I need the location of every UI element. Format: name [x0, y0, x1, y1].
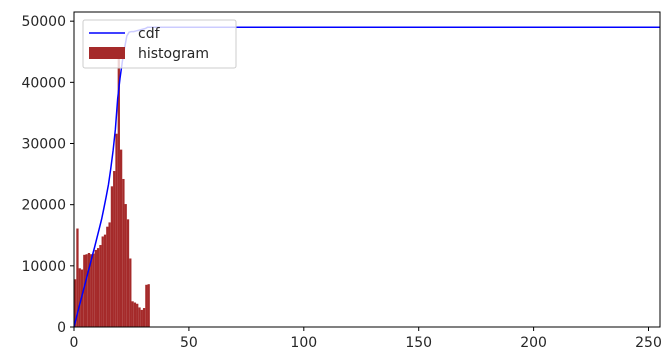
histogram-bar [83, 254, 86, 327]
histogram-bar [133, 302, 137, 327]
histogram-bar [92, 253, 95, 327]
x-tick-label: 150 [405, 335, 432, 351]
histogram-bar [145, 284, 148, 327]
plot-frame [73, 11, 661, 328]
x-axis: 0 50 100 150 200 250 [70, 327, 662, 351]
histogram-bar [106, 226, 109, 327]
y-tick-label: 40000 [21, 75, 66, 91]
legend: cdf histogram [82, 19, 237, 69]
x-tick-label: 250 [635, 335, 662, 351]
histogram-bar [99, 245, 102, 327]
histogram-bar [94, 249, 97, 327]
y-tick-label: 0 [57, 320, 66, 336]
histogram-bar [147, 284, 150, 327]
histogram-bar [101, 236, 104, 327]
histogram-bars [74, 56, 150, 328]
histogram-bar [110, 186, 114, 327]
x-tick-label: 0 [70, 335, 79, 351]
x-tick-label: 100 [290, 335, 317, 351]
histogram-bar [138, 307, 141, 327]
histogram-bar [136, 303, 139, 327]
histogram-bar [115, 133, 118, 327]
histogram-bar [96, 248, 100, 327]
y-axis: 0 10000 20000 30000 40000 50000 [21, 14, 74, 336]
histogram-bar [124, 204, 127, 327]
histogram-bar [78, 268, 81, 327]
histogram-bar [85, 254, 88, 327]
histogram-bar [142, 308, 146, 327]
cdf-layer [73, 26, 660, 328]
y-tick-label: 20000 [21, 198, 66, 214]
x-tick-label: 200 [520, 335, 547, 351]
y-tick-label: 10000 [21, 259, 66, 275]
x-tick-label: 50 [180, 335, 198, 351]
histogram-bar [90, 254, 93, 327]
histogram-bar [140, 309, 143, 327]
histogram-bar [129, 258, 132, 327]
histogram-bar [122, 178, 125, 327]
legend-label-histogram: histogram [138, 46, 209, 62]
y-tick-label: 30000 [21, 137, 66, 153]
histogram-bar [74, 279, 77, 327]
histogram-bar [108, 222, 111, 327]
y-tick-label: 50000 [21, 14, 66, 30]
histogram-bar [103, 234, 107, 327]
histogram-bar [87, 252, 91, 327]
histogram-bar [113, 171, 116, 327]
legend-swatch-histogram [89, 47, 125, 59]
histogram-bar [119, 149, 123, 327]
cdf-line [73, 26, 660, 328]
histogram-bar [131, 301, 134, 327]
histogram-bar [76, 228, 79, 327]
legend-label-cdf: cdf [138, 26, 161, 42]
histogram-bar [126, 219, 130, 327]
histogram-bar [117, 56, 120, 328]
